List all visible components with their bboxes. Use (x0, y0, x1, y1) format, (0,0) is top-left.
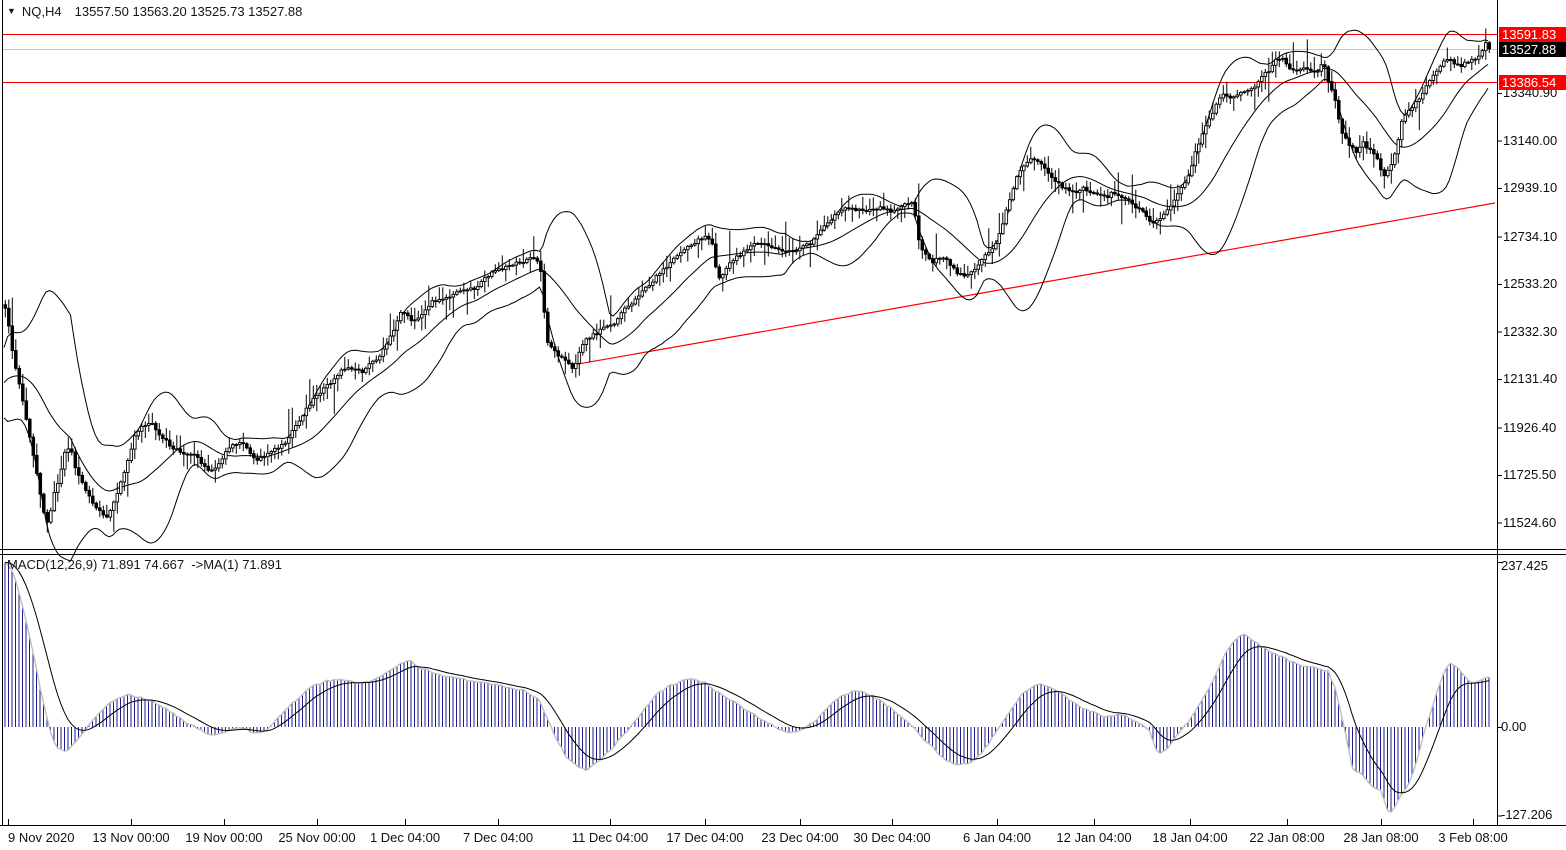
macd-tick-label: 0.00 (1501, 719, 1527, 734)
price-tick-label: 12533.20 (1503, 276, 1558, 292)
time-tick-label: 30 Dec 04:00 (853, 830, 931, 845)
price-tick-label: 12332.30 (1503, 323, 1558, 339)
time-tick-label: 28 Jan 08:00 (1343, 830, 1419, 845)
time-tick-label: 1 Dec 04:00 (369, 830, 441, 845)
time-tick-label: 23 Dec 04:00 (761, 830, 839, 845)
time-tick-label: 7 Dec 04:00 (462, 830, 534, 845)
macd-tick-label: -127.206 (1501, 807, 1553, 823)
symbol-timeframe-label: NQ,H4 (21, 4, 62, 19)
time-tick-label: 25 Nov 00:00 (278, 830, 356, 845)
time-tick-label: 11 Dec 04:00 (571, 830, 649, 845)
time-tick-label: 19 Nov 00:00 (185, 830, 263, 845)
macd-signal-line (4, 561, 1490, 794)
time-tick-label: 17 Dec 04:00 (666, 830, 744, 845)
price-tick-label: 13140.00 (1503, 132, 1558, 148)
price-tick-label: 11725.50 (1503, 467, 1557, 483)
price-tick-label: 11926.40 (1503, 419, 1557, 435)
price-tick-label: 11524.60 (1503, 514, 1557, 530)
price-tick-label: 12734.10 (1503, 228, 1558, 244)
time-tick-label: 6 Jan 04:00 (963, 830, 1031, 845)
symbol-dropdown-icon[interactable]: ▼ (7, 6, 16, 16)
time-tick-label: 22 Jan 08:00 (1249, 830, 1325, 845)
chart-header: ▼ NQ,H4 13557.50 13563.20 13525.73 13527.… (7, 4, 302, 19)
macd-indicator-label: MACD(12,26,9) 71.891 74.667 ->MA(1) 71.8… (7, 557, 282, 572)
price-tick-label: 12939.10 (1503, 180, 1558, 196)
time-tick-label: 12 Jan 04:00 (1056, 830, 1132, 845)
macd-layer (4, 562, 1490, 813)
bollinger-upper-band (3, 29, 1489, 447)
price-tick-label: 12131.40 (1503, 371, 1558, 387)
macd-main-line (4, 561, 1490, 813)
time-tick-label: 13 Nov 00:00 (92, 830, 170, 845)
level-price-badge: 13386.54 (1499, 75, 1566, 91)
trendline[interactable] (571, 202, 1496, 366)
time-tick-label: 9 Nov 2020 (8, 830, 75, 845)
macd-tick-label: 237.425 (1501, 558, 1548, 574)
ohlc-readout: 13557.50 13563.20 13525.73 13527.88 (74, 4, 303, 19)
current-price-badge: 13527.88 (1499, 41, 1566, 57)
level-price-badge: 13591.83 (1499, 26, 1566, 42)
bollinger-lower-band (3, 78, 1489, 562)
candles-layer (3, 28, 1492, 533)
time-tick-label: 3 Feb 08:00 (1438, 830, 1508, 845)
time-tick-label: 18 Jan 04:00 (1152, 830, 1228, 845)
bollinger-middle-band (3, 63, 1489, 492)
